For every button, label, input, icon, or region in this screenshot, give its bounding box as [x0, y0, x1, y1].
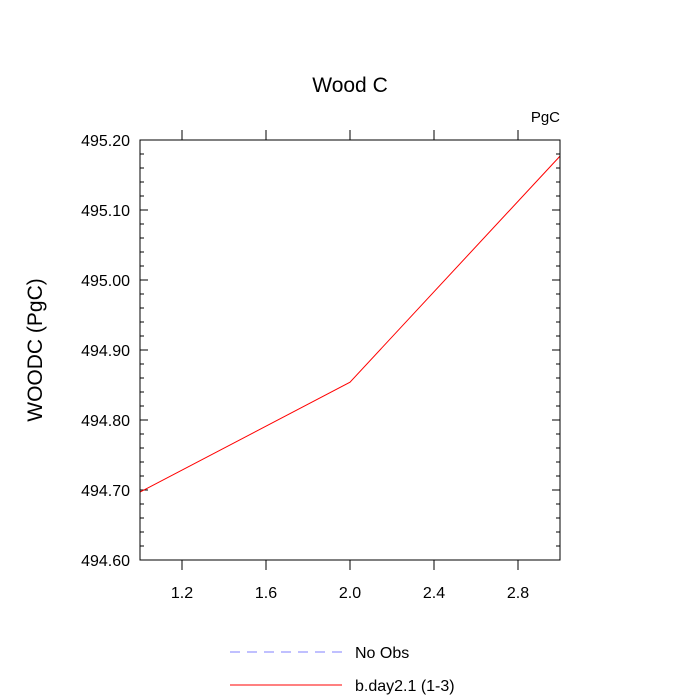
- legend-label: No Obs: [355, 645, 409, 662]
- axis-ticks: [140, 130, 560, 570]
- series-line: [139, 155, 561, 493]
- y-tick-label: 494.60: [81, 553, 130, 570]
- x-tick-label: 2.4: [423, 585, 445, 602]
- y-tick-label: 494.70: [81, 483, 130, 500]
- y-tick-label: 495.00: [81, 273, 130, 290]
- y-tick-labels: 494.60 494.70 494.80 494.90 495.00 495.10 495.…: [81, 133, 130, 570]
- y-tick-label: 494.90: [81, 343, 130, 360]
- y-axis-label: WOODC (PgC): [24, 278, 47, 422]
- plot-frame: [139, 139, 561, 561]
- legend: No Obs b.day2.1 (1-3): [230, 645, 455, 695]
- x-tick-labels: 1.2 1.6 2.0 2.4 2.8: [171, 585, 529, 602]
- x-tick-label: 1.2: [171, 585, 193, 602]
- units-label: PgC: [531, 109, 560, 126]
- x-tick-label: 1.6: [255, 585, 277, 602]
- y-tick-label: 495.10: [81, 203, 130, 220]
- series-lines: [139, 155, 561, 493]
- legend-label: b.day2.1 (1-3): [355, 678, 455, 695]
- x-tick-label: 2.8: [507, 585, 529, 602]
- x-tick-label: 2.0: [339, 585, 361, 602]
- chart-title: Wood C: [312, 74, 387, 97]
- y-tick-label: 494.80: [81, 413, 130, 430]
- y-tick-label: 495.20: [81, 133, 130, 150]
